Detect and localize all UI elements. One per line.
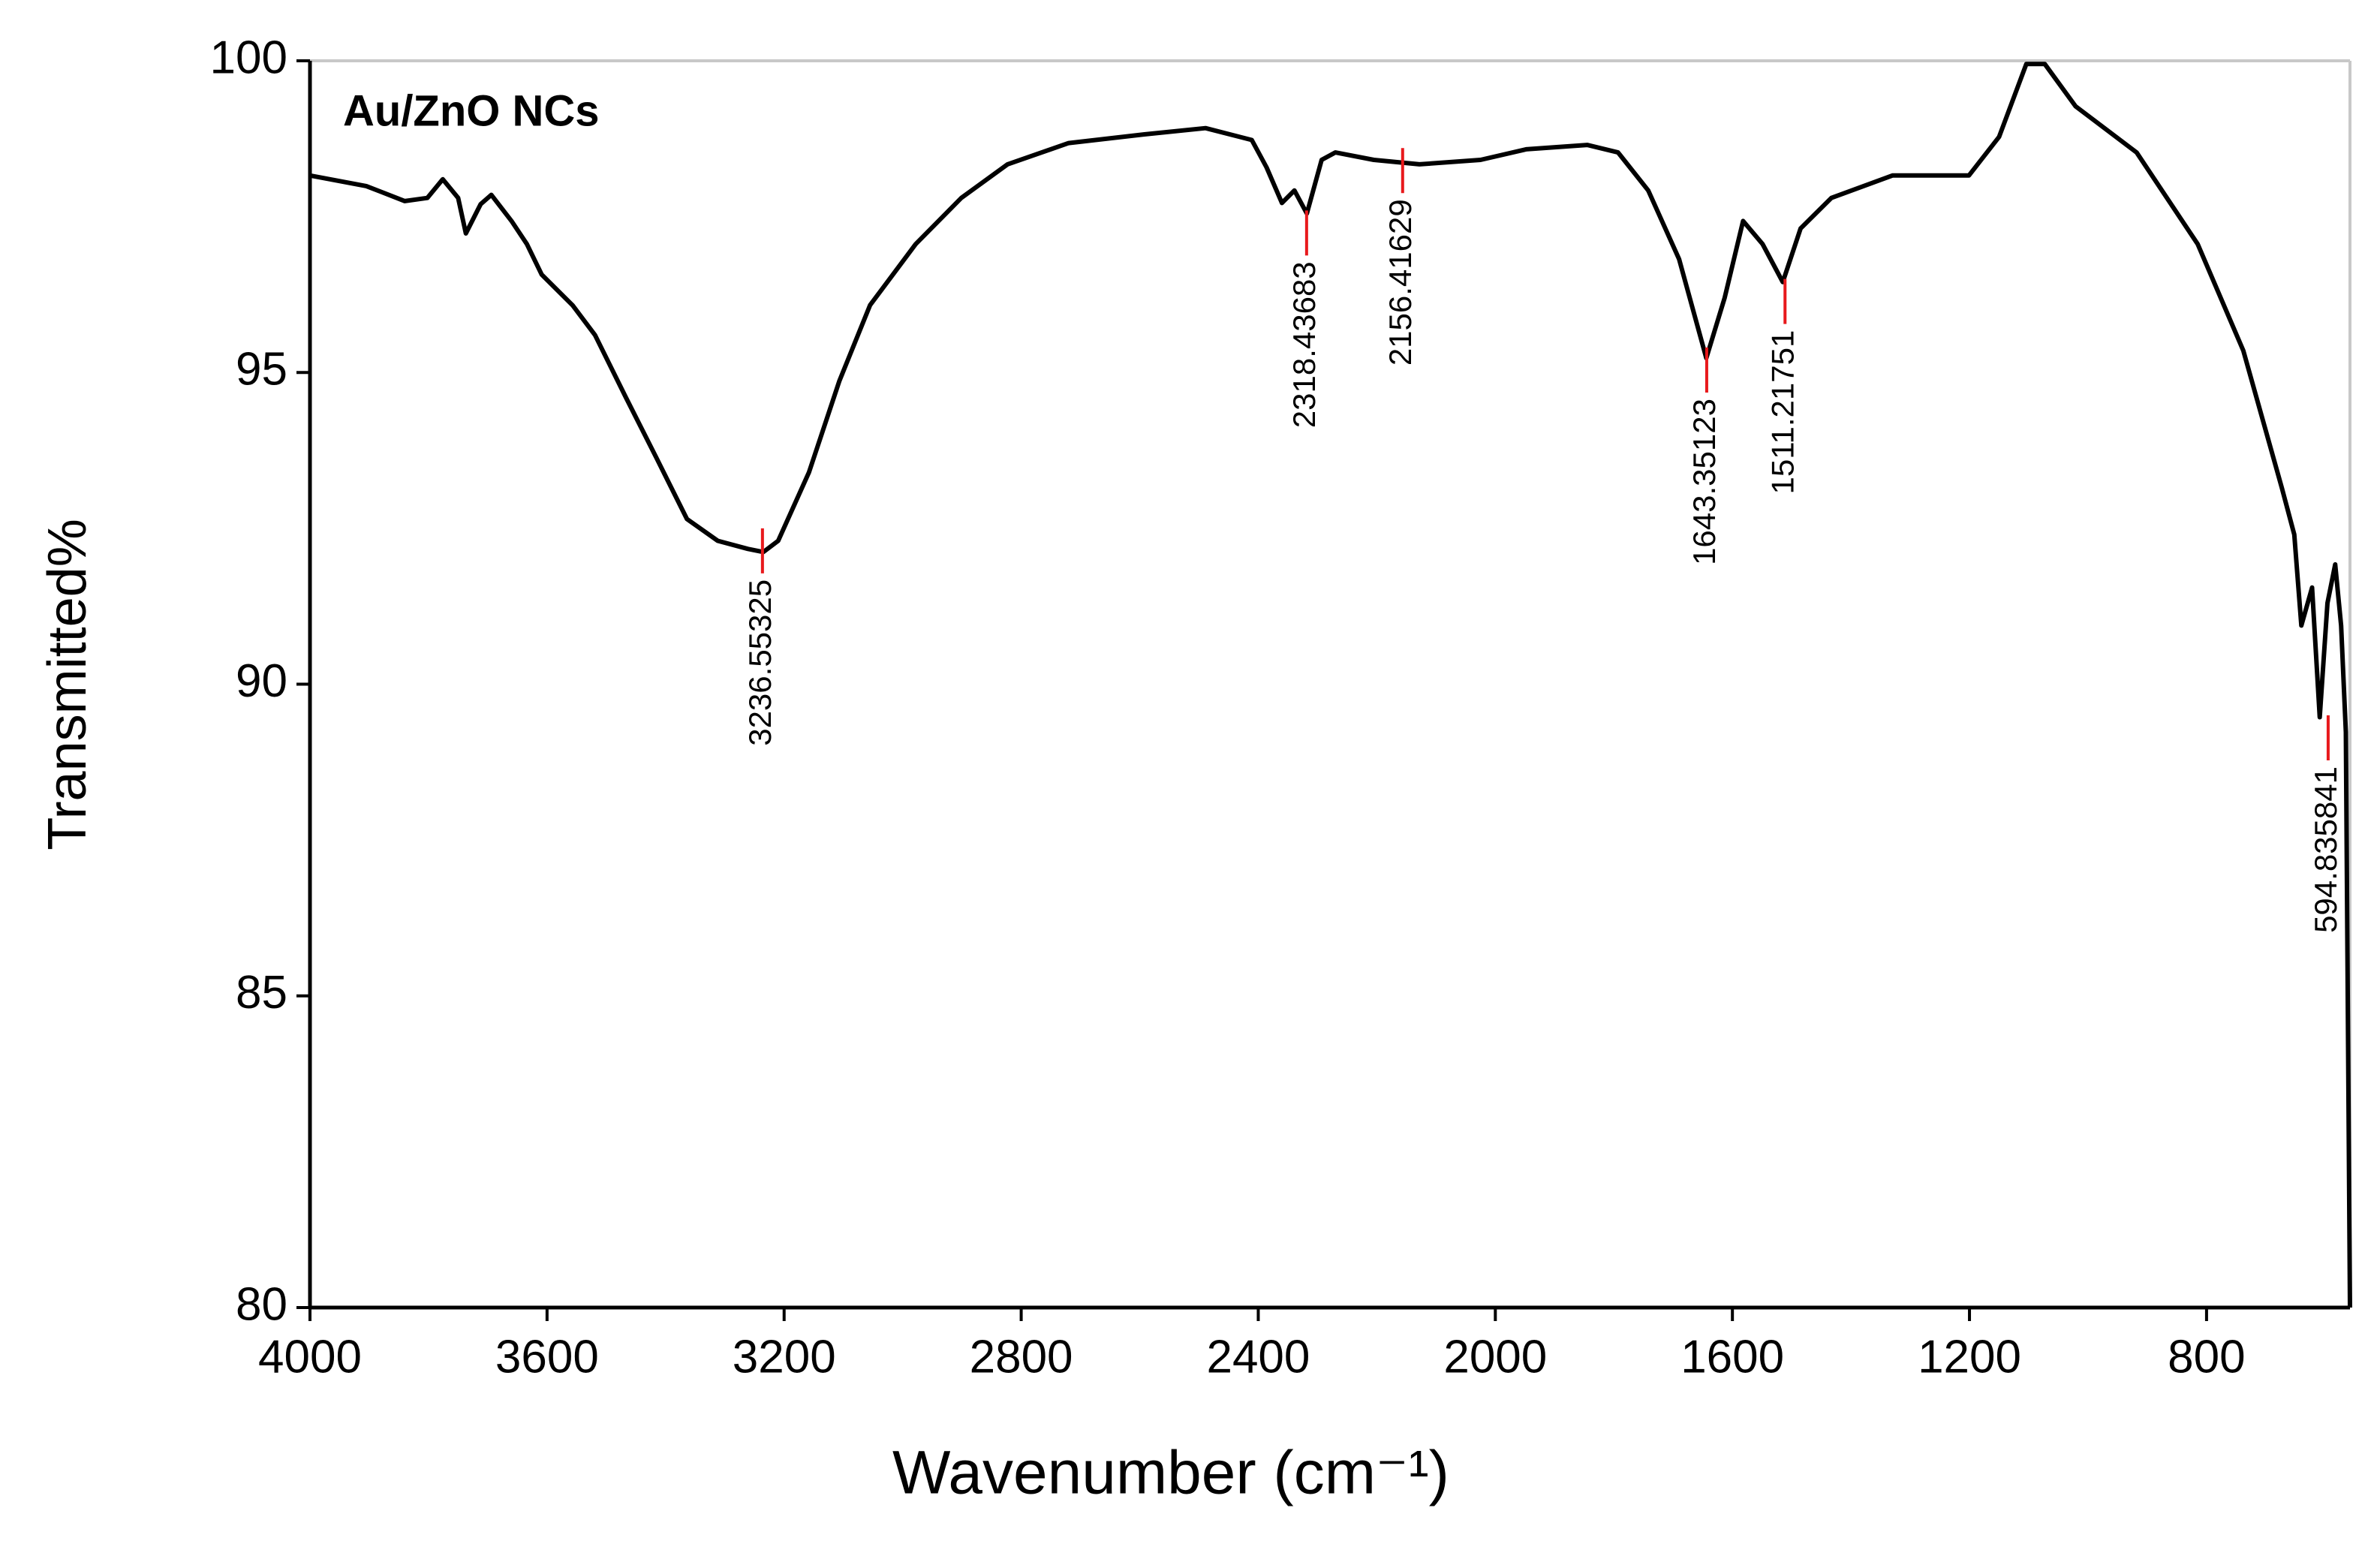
peak-label: 1643.35123 (1686, 399, 1722, 565)
x-tick-label: 2400 (1206, 1331, 1310, 1383)
x-tick-label: 2800 (970, 1331, 1073, 1383)
x-tick-label: 1200 (1918, 1331, 2021, 1383)
x-tick-label: 2000 (1443, 1331, 1547, 1383)
peak-label: 2318.43683 (1286, 261, 1322, 428)
y-tick-label: 85 (236, 967, 287, 1019)
x-tick-label: 3200 (733, 1331, 836, 1383)
peak-label: 594.835841 (2308, 766, 2343, 933)
x-tick-label: 3600 (495, 1331, 599, 1383)
x-tick-label: 4000 (258, 1331, 362, 1383)
y-tick-label: 80 (236, 1278, 287, 1330)
x-axis-title: Wavenumber (cm⁻¹) (892, 1439, 1449, 1507)
y-tick-label: 90 (236, 655, 287, 707)
peak-label: 2156.41629 (1383, 199, 1418, 366)
inset-label: Au/ZnO NCs (343, 86, 600, 135)
peak-label: 1511.21751 (1765, 330, 1800, 495)
x-tick-label: 800 (2168, 1331, 2245, 1383)
x-tick-label: 1600 (1680, 1331, 1784, 1383)
y-tick-label: 95 (236, 344, 287, 396)
spectrum-line (309, 62, 2352, 1308)
y-tick-label: 100 (210, 32, 287, 83)
peak-label: 3236.55325 (742, 579, 778, 746)
y-axis-title: Transmitted% (38, 519, 98, 850)
